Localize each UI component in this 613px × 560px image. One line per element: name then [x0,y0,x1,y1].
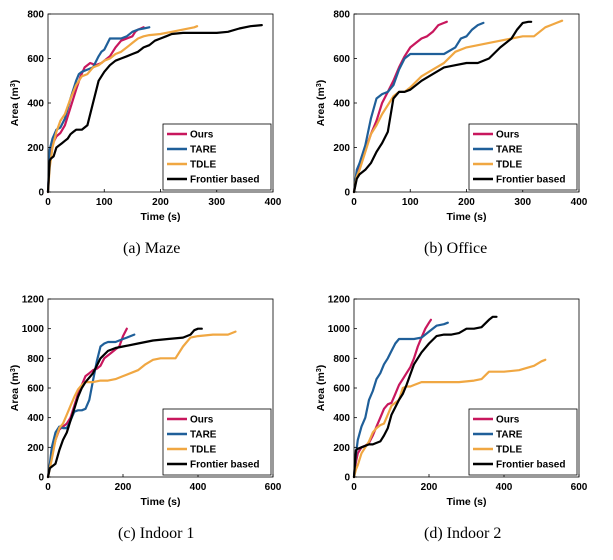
x-tick-label: 0 [45,482,51,493]
series-line-frontier-based [352,315,498,479]
legend-label: TDLE [496,160,522,171]
legend-label: TDLE [190,160,216,171]
y-tick-label: 0 [38,188,44,199]
legend-label: Frontier based [190,460,259,471]
x-axis-label: Time (s) [140,496,180,508]
series-group [352,315,547,479]
legend-label: TARE [190,430,217,441]
panel-office: 0 100 200 300 400 0 200 400 600 800 Time (s) Area (… [306,0,612,275]
series-line-ours [46,26,145,194]
series-line-frontier-based [46,327,203,479]
y-tick-label: 0 [344,188,350,199]
x-tick-label: 400 [496,482,513,493]
y-tick-label: 200 [27,143,44,154]
series-line-tdle [352,19,564,194]
y-tick-label: 600 [333,384,350,395]
legend: Ours TARE TDLE Frontier based [468,123,578,191]
series-line-tare [46,26,151,194]
x-tick-label: 100 [402,197,419,208]
y-tick-label: 1000 [22,324,45,335]
y-tick-label: 600 [333,54,350,65]
series-line-tare [46,333,136,479]
chart-maze: 0 100 200 300 400 0 200 400 600 800 Time (s) Area (… [9,10,282,224]
series-line-tdle [46,25,199,194]
x-tick-label: 600 [571,482,588,493]
legend-label: TARE [190,145,217,156]
series-line-ours [352,318,433,479]
x-tick-label: 200 [458,197,475,208]
x-tick-label: 600 [265,482,282,493]
caption-office: (b) Office [424,240,488,257]
x-tick-label: 0 [45,197,51,208]
legend-label: TDLE [496,445,522,456]
x-axis-label: Time (s) [446,496,486,508]
y-axis-label: Area (m3) [315,80,327,127]
caption-maze: (a) Maze [123,240,181,257]
series-line-frontier-based [46,24,263,194]
legend-label: Ours [190,415,214,426]
x-tick-label: 400 [190,482,207,493]
y-axis-label: Area (m3) [9,365,21,412]
y-tick-label: 0 [38,473,44,484]
legend: Ours TARE TDLE Frontier based [468,408,578,476]
y-tick-label: 200 [27,443,44,454]
legend: Ours TARE TDLE Frontier based [162,123,272,191]
y-tick-label: 200 [333,143,350,154]
y-axis-label: Area (m3) [9,80,21,127]
series-group [352,19,564,194]
series-line-tare [352,321,449,479]
panel-maze: 0 100 200 300 400 0 200 400 600 800 Time (s) Area (… [0,0,306,275]
panel-indoor-1: 0 200 400 600 0 200 400 600 800 1000 1200 Time (s) A… [0,285,306,560]
y-tick-label: 1200 [22,295,45,306]
x-tick-label: 400 [571,197,588,208]
legend-label: Frontier based [496,460,565,471]
y-tick-label: 200 [333,443,350,454]
chart-indoor-2: 0 200 400 600 0 200 400 600 800 1000 1200 Time (s) A… [315,295,588,509]
chart-indoor-1: 0 200 400 600 0 200 400 600 800 1000 1200 Time (s) A… [9,295,282,509]
legend-label: Frontier based [496,175,565,186]
x-tick-label: 300 [208,197,225,208]
caption-indoor-1: (c) Indoor 1 [118,525,195,542]
chart-office: 0 100 200 300 400 0 200 400 600 800 Time (s) Area (… [315,10,588,224]
x-tick-label: 300 [514,197,531,208]
y-tick-label: 800 [333,354,350,365]
y-tick-label: 0 [344,473,350,484]
y-tick-label: 800 [27,10,44,21]
x-tick-label: 0 [351,197,357,208]
y-tick-label: 400 [333,413,350,424]
x-axis-label: Time (s) [446,211,486,223]
legend: Ours TARE TDLE Frontier based [162,408,272,476]
legend-label: TARE [496,145,523,156]
legend-label: Ours [496,130,520,141]
y-tick-label: 1000 [328,324,351,335]
series-group [46,24,263,194]
legend-label: TDLE [190,445,216,456]
series-group [46,327,237,479]
x-tick-label: 200 [421,482,438,493]
series-line-tdle [46,330,237,479]
y-tick-label: 600 [27,384,44,395]
x-axis-label: Time (s) [140,211,180,223]
x-tick-label: 100 [96,197,113,208]
x-tick-label: 200 [152,197,169,208]
legend-label: Frontier based [190,175,259,186]
series-line-frontier-based [352,20,533,194]
y-tick-label: 800 [27,354,44,365]
series-line-tare [352,21,485,194]
y-tick-label: 600 [27,54,44,65]
caption-indoor-2: (d) Indoor 2 [424,525,502,542]
x-tick-label: 400 [265,197,282,208]
y-tick-label: 400 [333,99,350,110]
y-tick-label: 400 [27,413,44,424]
y-tick-label: 1200 [328,295,351,306]
legend-label: TARE [496,430,523,441]
y-tick-label: 400 [27,99,44,110]
y-tick-label: 800 [333,10,350,21]
x-tick-label: 200 [115,482,132,493]
x-tick-label: 0 [351,482,357,493]
legend-label: Ours [190,130,214,141]
y-axis-label: Area (m3) [315,365,327,412]
panel-indoor-2: 0 200 400 600 0 200 400 600 800 1000 1200 Time (s) A… [306,285,612,560]
legend-label: Ours [496,415,520,426]
